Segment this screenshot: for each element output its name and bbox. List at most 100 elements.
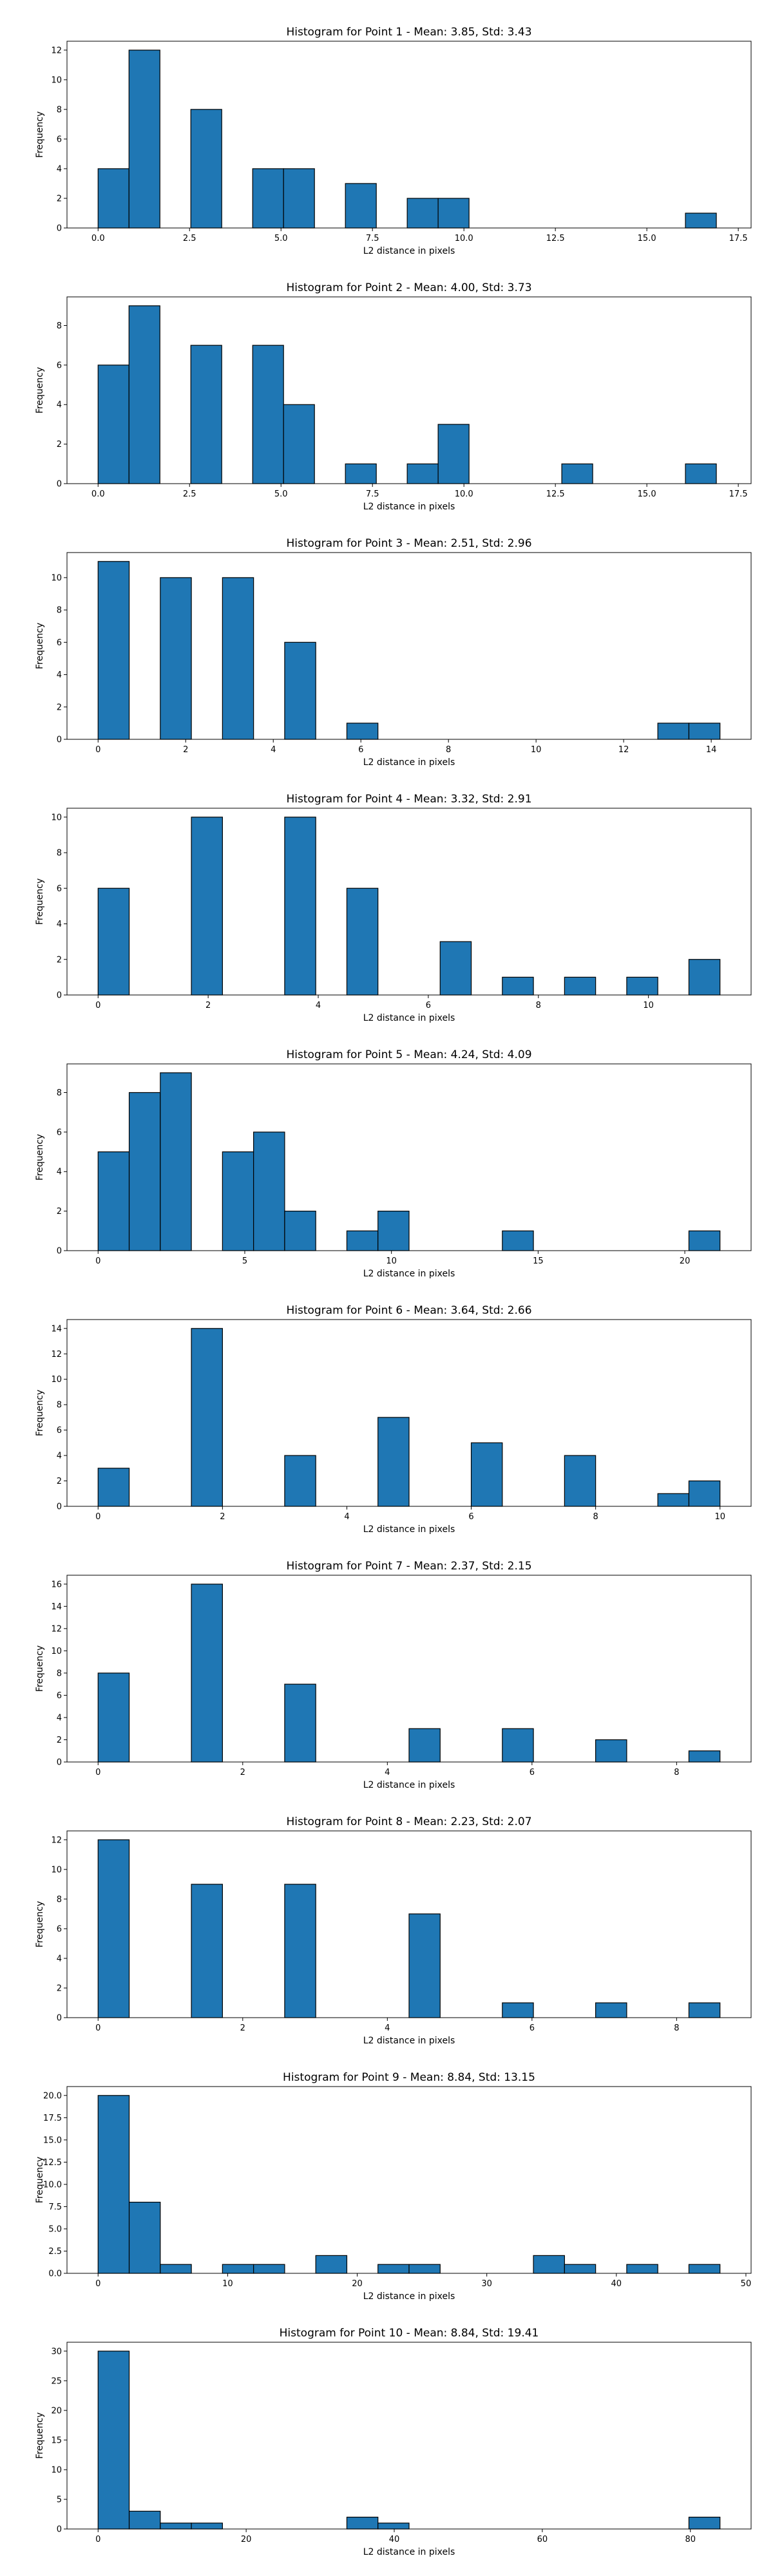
x-tick-label: 8	[674, 1768, 679, 1777]
chart-title: Histogram for Point 5 - Mean: 4.24, Std:…	[286, 1048, 531, 1061]
histogram-bar	[346, 887, 379, 996]
histogram-bar	[345, 183, 377, 229]
histogram-bar	[564, 1455, 596, 1507]
x-tick-label: 5.0	[274, 489, 288, 499]
histogram-bar	[191, 1884, 223, 2018]
histogram-bar	[346, 1230, 379, 1251]
histogram-bar	[128, 2201, 161, 2274]
x-tick-label: 10.0	[455, 489, 473, 499]
histogram-bar	[377, 2523, 410, 2530]
histogram-bar	[688, 2002, 721, 2018]
histogram-panel-3: Histogram for Point 3 - Mean: 2.51, Std:…	[35, 537, 752, 768]
y-tick-label: 10	[51, 573, 62, 583]
histogram-bar	[595, 1739, 627, 1763]
histogram-bar	[160, 2264, 192, 2274]
histogram-bar	[160, 577, 192, 740]
histogram-bar	[470, 1442, 503, 1507]
x-tick-label: 5	[242, 1256, 247, 1266]
y-axis-label: Frequency	[35, 1134, 45, 1180]
y-tick-label: 6	[57, 1426, 62, 1435]
histogram-bar	[284, 1683, 316, 1763]
x-axis-label: L2 distance in pixels	[363, 2291, 455, 2302]
x-tick-label: 0	[95, 1256, 100, 1266]
histogram-bar	[191, 1328, 223, 1507]
y-tick-label: 6	[57, 884, 62, 894]
x-tick-label: 20	[680, 1256, 691, 1266]
y-tick-label: 5	[57, 2495, 62, 2505]
histogram-bar	[284, 641, 316, 740]
y-tick-label: 2	[57, 1207, 62, 1217]
x-tick-label: 4	[385, 2023, 390, 2033]
x-tick-label: 6	[426, 1001, 431, 1010]
y-tick-label: 4	[57, 1713, 62, 1723]
x-tick-label: 2.5	[183, 234, 196, 243]
histogram-panel-7: Histogram for Point 7 - Mean: 2.37, Std:…	[35, 1560, 752, 1790]
histogram-bar	[283, 168, 315, 229]
y-tick-label: 4	[57, 1168, 62, 1177]
y-tick-label: 14	[51, 1602, 62, 1612]
x-tick-label: 6	[530, 2023, 535, 2033]
y-tick-label: 2	[57, 955, 62, 965]
chart-title: Histogram for Point 9 - Mean: 8.84, Std:…	[283, 2071, 535, 2084]
x-tick-label: 6	[468, 1512, 473, 1522]
x-tick-label: 0	[95, 2279, 100, 2289]
y-tick-label: 4	[57, 1954, 62, 1964]
x-tick-label: 2	[183, 745, 188, 755]
x-tick-label: 8	[674, 2023, 679, 2033]
histogram-bar	[128, 305, 160, 484]
y-tick-label: 2	[57, 194, 62, 204]
plot-frame	[66, 1830, 752, 2018]
histogram-bar	[97, 1839, 130, 2018]
histogram-bar	[502, 1728, 534, 1763]
histogram-bar	[533, 2255, 565, 2274]
histogram-bar	[408, 1728, 441, 1763]
plot-frame	[66, 2342, 752, 2530]
y-tick-label: 2	[57, 440, 62, 450]
plot-frame	[66, 552, 752, 740]
y-tick-label: 6	[57, 1924, 62, 1934]
y-tick-label: 6	[57, 1691, 62, 1701]
histogram-bar	[160, 1072, 192, 1251]
y-tick-label: 0	[57, 991, 62, 1001]
histogram-bar	[97, 561, 130, 740]
x-tick-label: 4	[316, 1001, 321, 1010]
chart-title: Histogram for Point 3 - Mean: 2.51, Std:…	[286, 537, 531, 550]
chart-title: Histogram for Point 4 - Mean: 3.32, Std:…	[286, 793, 531, 806]
x-axis-label: L2 distance in pixels	[363, 2036, 455, 2046]
histogram-bar	[657, 723, 690, 740]
y-axis-label: Frequency	[35, 1390, 45, 1436]
histogram-bar	[408, 2264, 441, 2274]
histogram-bar	[688, 2264, 721, 2274]
x-tick-label: 10	[222, 2279, 233, 2289]
y-tick-label: 12.5	[43, 2158, 62, 2168]
y-tick-label: 20.0	[43, 2091, 62, 2101]
x-tick-label: 40	[389, 2535, 400, 2544]
chart-title: Histogram for Point 1 - Mean: 3.85, Std:…	[286, 26, 531, 39]
plot-frame	[66, 1575, 752, 1763]
y-tick-label: 10	[51, 1865, 62, 1875]
y-tick-label: 8	[57, 849, 62, 858]
x-tick-label: 15.0	[638, 489, 656, 499]
y-tick-label: 8	[57, 1895, 62, 1904]
x-tick-label: 4	[385, 1768, 390, 1777]
y-tick-label: 10	[51, 1647, 62, 1656]
x-axis-label: L2 distance in pixels	[363, 502, 455, 512]
y-tick-label: 25	[51, 2376, 62, 2386]
histogram-bar	[437, 198, 470, 229]
y-tick-label: 0	[57, 224, 62, 234]
x-tick-label: 2	[240, 1768, 245, 1777]
histogram-bar	[564, 2264, 596, 2274]
x-tick-label: 50	[741, 2279, 752, 2289]
y-tick-label: 4	[57, 670, 62, 680]
y-tick-label: 2	[57, 1736, 62, 1745]
histogram-bar	[283, 404, 315, 484]
x-tick-label: 10.0	[455, 234, 473, 243]
chart-title: Histogram for Point 2 - Mean: 4.00, Std:…	[286, 281, 531, 294]
x-tick-label: 40	[611, 2279, 622, 2289]
y-tick-label: 10	[51, 2465, 62, 2475]
y-axis-label: Frequency	[35, 2157, 45, 2203]
chart-title: Histogram for Point 8 - Mean: 2.23, Std:…	[286, 1815, 531, 1828]
histogram-bar	[97, 1468, 130, 1507]
x-tick-label: 7.5	[366, 489, 379, 499]
x-tick-label: 0	[95, 2535, 100, 2544]
